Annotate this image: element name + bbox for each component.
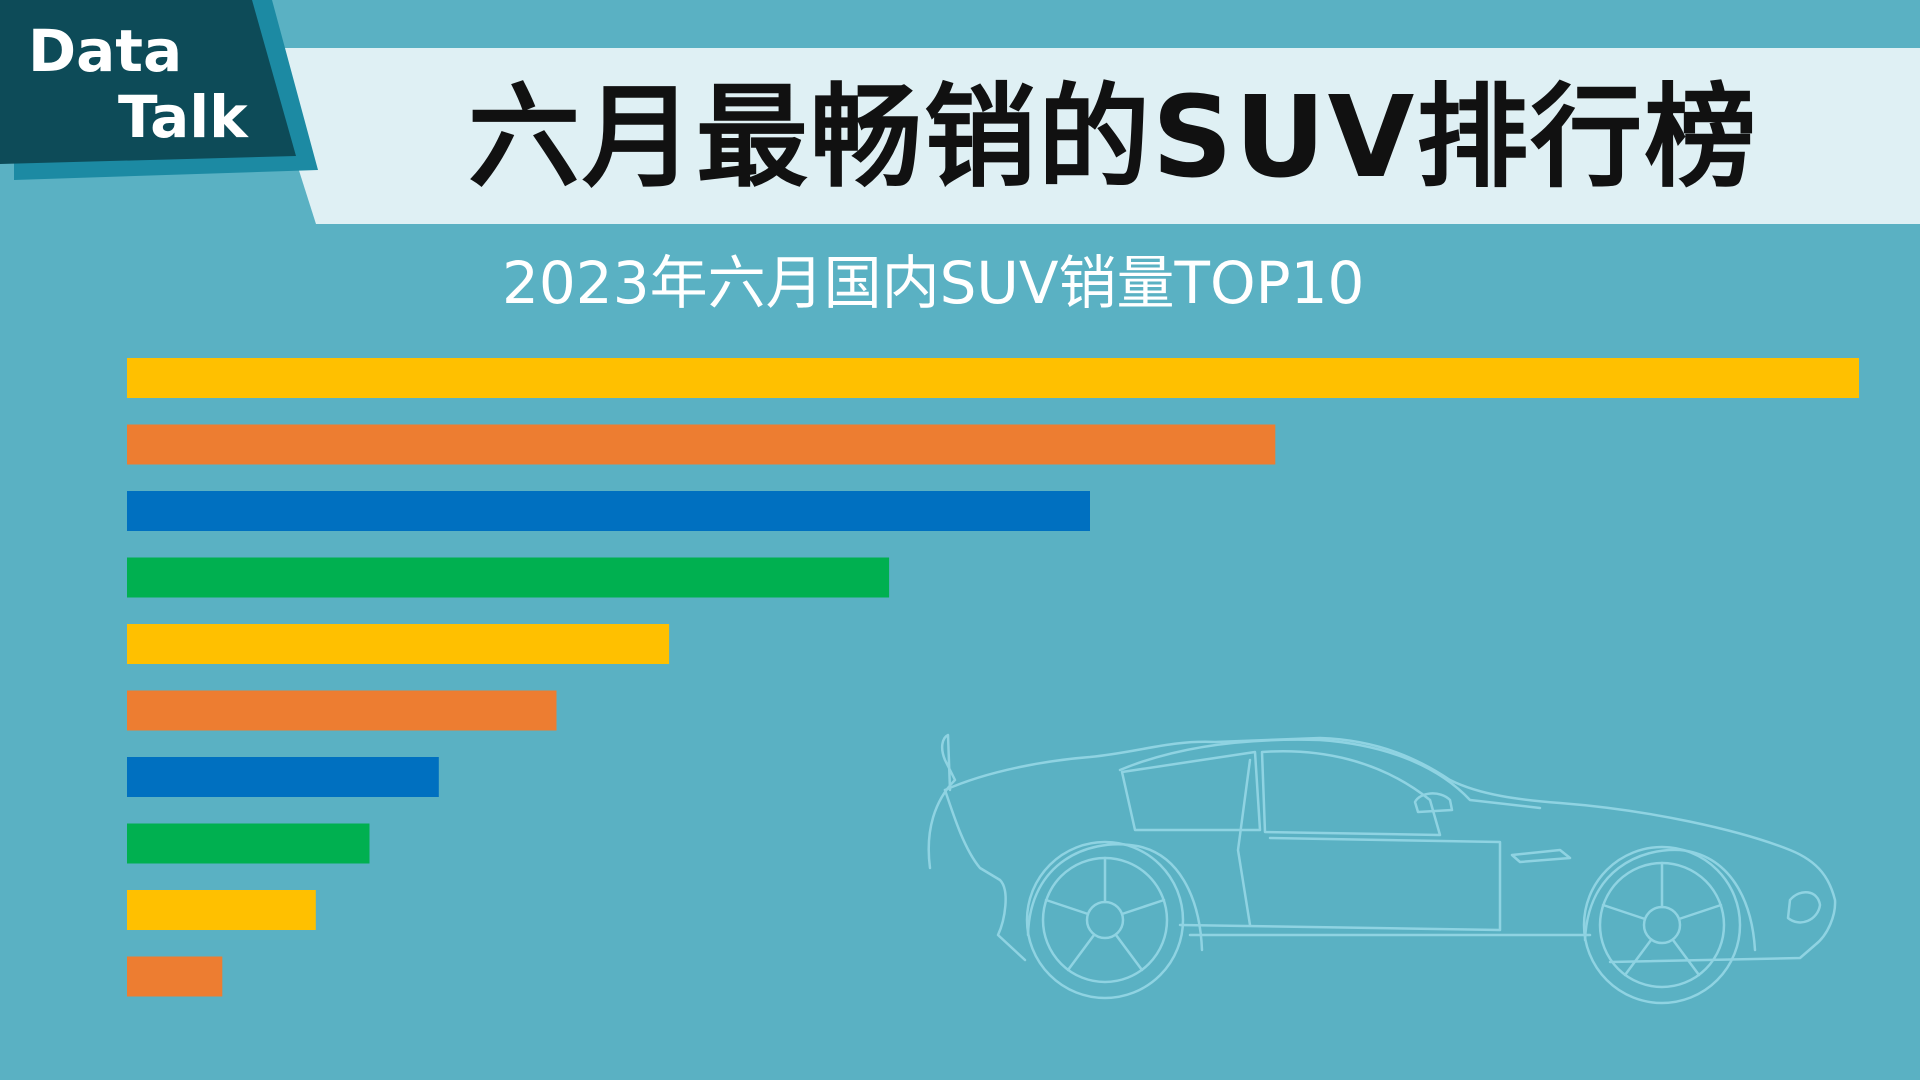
front-wheel-spokes bbox=[1601, 861, 1723, 977]
bar-5 bbox=[127, 624, 670, 664]
car-side-line bbox=[1178, 836, 1502, 932]
logo-text-line1: Data bbox=[28, 17, 183, 85]
car-window-rear bbox=[1260, 750, 1442, 837]
bar-7 bbox=[127, 757, 439, 797]
car-mirror bbox=[1413, 792, 1454, 814]
bar-8 bbox=[127, 823, 370, 864]
logo-background bbox=[0, 0, 296, 164]
car-rear bbox=[943, 788, 1027, 962]
bar-3 bbox=[127, 491, 1090, 531]
bar-9 bbox=[127, 890, 316, 930]
front-wheel bbox=[1582, 845, 1742, 1005]
car-body-outline bbox=[927, 733, 1837, 964]
rear-wheel-spokes bbox=[1044, 856, 1166, 972]
rear-wheel bbox=[1025, 840, 1185, 1000]
car-roof-line bbox=[1118, 738, 1542, 810]
car-door-line bbox=[1236, 758, 1252, 927]
car-headlight bbox=[1786, 891, 1822, 924]
title-band-background bbox=[260, 48, 1920, 224]
car-window bbox=[1120, 750, 1262, 832]
title-band bbox=[260, 48, 1920, 224]
bar-1 bbox=[127, 358, 1859, 398]
logo-text-line2: Talk bbox=[118, 83, 248, 151]
bar-10 bbox=[127, 956, 223, 997]
chart-subtitle: 2023年六月国内SUV销量TOP10 bbox=[502, 249, 1365, 317]
bar-4 bbox=[127, 557, 890, 598]
page-title: 六月最畅销的SUV排行榜 bbox=[468, 73, 1759, 203]
bar-2 bbox=[127, 424, 1276, 465]
bar-6 bbox=[127, 690, 557, 731]
car-handle bbox=[1510, 848, 1572, 864]
